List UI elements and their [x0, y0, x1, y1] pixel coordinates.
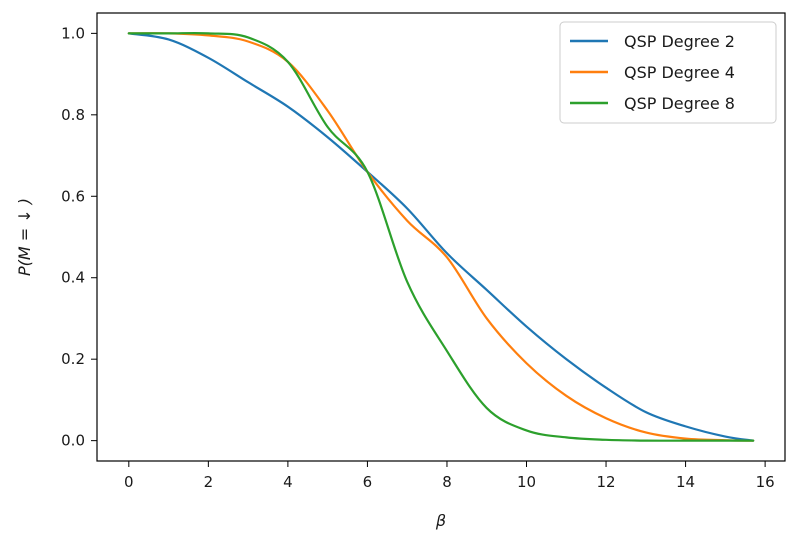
legend-box: [559, 21, 777, 124]
x-axis-label: β: [435, 511, 446, 530]
legend: QSP Degree 2 QSP Degree 4 QSP Degree 8: [559, 21, 777, 124]
y-axis-ticks: 0.0 0.2 0.4 0.6 0.8 1.0: [61, 24, 97, 450]
y-tick-label: 0.0: [61, 432, 85, 450]
x-tick-label: 4: [283, 473, 293, 491]
y-tick-label: 0.2: [61, 350, 85, 368]
x-tick-label: 6: [363, 473, 373, 491]
x-tick-label: 12: [596, 473, 615, 491]
x-axis-ticks: 0 2 4 6 8 10 12 14 16: [124, 461, 775, 491]
y-tick-label: 0.8: [61, 106, 85, 124]
x-tick-label: 8: [442, 473, 452, 491]
series-line-2: [127, 32, 755, 442]
x-tick-label: 10: [517, 473, 536, 491]
legend-label: QSP Degree 2: [624, 32, 735, 51]
legend-label: QSP Degree 8: [624, 94, 735, 113]
y-tick-label: 0.6: [61, 187, 85, 205]
y-tick-label: 0.4: [61, 269, 85, 287]
x-tick-label: 14: [676, 473, 695, 491]
x-tick-label: 2: [204, 473, 214, 491]
series-line-1: [127, 32, 755, 442]
x-tick-label: 0: [124, 473, 134, 491]
legend-label: QSP Degree 4: [624, 63, 735, 82]
plot-frame: [96, 12, 786, 462]
y-axis-label: P(M = ↓ ): [15, 198, 34, 276]
series-line-3: [127, 31, 755, 442]
series-layer: [127, 31, 755, 442]
y-tick-label: 1.0: [61, 24, 85, 42]
x-tick-label: 16: [756, 473, 775, 491]
